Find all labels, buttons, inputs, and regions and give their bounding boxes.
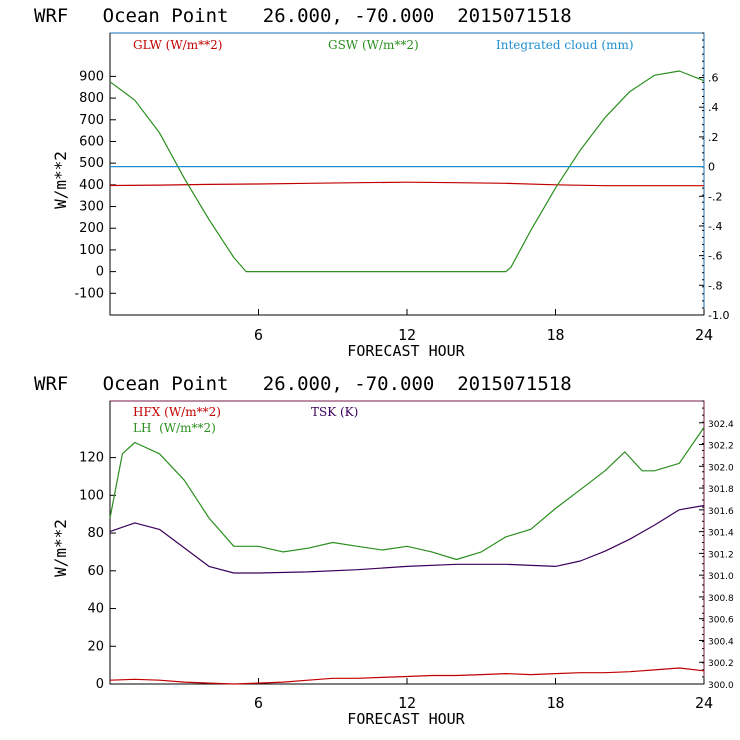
top-series bbox=[109, 70, 705, 273]
y-tick-label: 120 bbox=[79, 451, 104, 466]
y2-tick-label: .4 bbox=[708, 101, 719, 114]
y2-tick-label: -.8 bbox=[708, 279, 722, 292]
y-tick-label: 700 bbox=[79, 113, 104, 128]
legend-tsk: TSK (K) bbox=[311, 405, 358, 419]
y-tick-label: 20 bbox=[87, 639, 104, 654]
y2-tick-label: 302.4 bbox=[708, 420, 734, 430]
series-line-glw bbox=[109, 181, 704, 187]
bottom-series bbox=[109, 427, 705, 685]
y-tick-label: 0 bbox=[96, 265, 104, 280]
y-tick-label: 0 bbox=[96, 677, 104, 692]
top-x-ticks: 6 12 18 24 bbox=[254, 309, 713, 344]
y2-tick-label: 301.0 bbox=[708, 572, 734, 582]
x-tick-label: 24 bbox=[695, 326, 713, 344]
y-tick-label: 900 bbox=[79, 69, 104, 84]
y2-tick-label: 301.2 bbox=[708, 550, 734, 560]
y-tick-label: -100 bbox=[74, 286, 104, 301]
y-tick-label: 500 bbox=[79, 156, 104, 171]
y2-tick-label: -1.0 bbox=[708, 309, 729, 322]
top-plot-frame bbox=[109, 32, 705, 316]
y-tick-label: 400 bbox=[79, 178, 104, 193]
y-tick-label: 200 bbox=[79, 221, 104, 236]
y-tick-label: 100 bbox=[79, 243, 104, 258]
bottom-x-axis-label: FORECAST HOUR bbox=[347, 710, 465, 728]
legend-gsw: GSW (W/m**2) bbox=[328, 38, 419, 52]
x-tick-label: 12 bbox=[398, 694, 416, 712]
y2-tick-label: -.4 bbox=[708, 220, 722, 233]
bottom-plot-frame bbox=[109, 400, 705, 685]
bottom-chart: WRF Ocean Point 26.000, -70.000 20150715… bbox=[34, 373, 734, 728]
top-y-ticks: -100 0 100 200 300 400 500 600 700 800 900 bbox=[74, 69, 116, 301]
bottom-y-ticks: 0 20 40 60 80 100 120 bbox=[79, 451, 116, 692]
y2-tick-label: -.6 bbox=[708, 250, 722, 263]
series-line-tsk bbox=[109, 504, 705, 574]
top-y-axis-label: W/m**2 bbox=[51, 151, 70, 209]
top-x-axis-label: FORECAST HOUR bbox=[347, 342, 465, 360]
x-tick-label: 6 bbox=[254, 326, 263, 344]
x-tick-label: 12 bbox=[398, 326, 416, 344]
bottom-y-axis-label: W/m**2 bbox=[51, 519, 70, 577]
series-line-lh bbox=[109, 427, 705, 561]
y-tick-label: 80 bbox=[87, 526, 104, 541]
x-tick-label: 18 bbox=[546, 694, 564, 712]
x-tick-label: 18 bbox=[546, 326, 564, 344]
top-y2-ticks: .6 .4 .2 0 -.2 -.4 -.6 -.8 -1.0 bbox=[699, 32, 729, 322]
legend-integrated-cloud: Integrated cloud (mm) bbox=[496, 38, 634, 52]
y2-tick-label: 300.0 bbox=[708, 681, 734, 691]
bottom-x-ticks: 6 12 18 24 bbox=[254, 678, 713, 712]
y-tick-label: 40 bbox=[87, 602, 104, 617]
y-tick-label: 60 bbox=[87, 564, 104, 579]
legend-lh: LH (W/m**2) bbox=[133, 421, 216, 435]
y2-tick-label: 300.8 bbox=[708, 594, 734, 604]
y2-tick-label: -.2 bbox=[708, 190, 722, 203]
y2-tick-label: 302.0 bbox=[708, 463, 734, 473]
series-line-hfx bbox=[109, 667, 705, 685]
legend-glw: GLW (W/m**2) bbox=[133, 38, 222, 52]
top-chart-title: WRF Ocean Point 26.000, -70.000 20150715… bbox=[34, 5, 572, 27]
bottom-y2-ticks: 300.0 300.2 300.4 300.6 300.8 301.0 301.2 301.4… bbox=[699, 400, 734, 691]
x-tick-label: 24 bbox=[695, 694, 713, 712]
bottom-chart-title: WRF Ocean Point 26.000, -70.000 20150715… bbox=[34, 373, 572, 395]
y-tick-label: 300 bbox=[79, 200, 104, 215]
y2-tick-label: 300.4 bbox=[708, 637, 734, 647]
y2-tick-label: 302.2 bbox=[708, 442, 734, 452]
top-chart: WRF Ocean Point 26.000, -70.000 20150715… bbox=[34, 5, 729, 360]
y2-tick-label: .6 bbox=[708, 72, 719, 85]
y2-tick-label: 300.6 bbox=[708, 616, 734, 626]
y2-tick-label: 301.8 bbox=[708, 485, 734, 495]
y-tick-label: 800 bbox=[79, 91, 104, 106]
y-tick-label: 100 bbox=[79, 488, 104, 503]
series-line-gsw bbox=[109, 70, 705, 273]
y2-tick-label: 300.2 bbox=[708, 659, 734, 669]
legend-hfx: HFX (W/m**2) bbox=[133, 405, 221, 419]
y-tick-label: 600 bbox=[79, 134, 104, 149]
y2-tick-label: 0 bbox=[708, 161, 715, 174]
x-tick-label: 6 bbox=[254, 694, 263, 712]
y2-tick-label: .2 bbox=[708, 131, 719, 144]
y2-tick-label: 301.4 bbox=[708, 529, 734, 539]
y2-tick-label: 301.6 bbox=[708, 507, 734, 517]
